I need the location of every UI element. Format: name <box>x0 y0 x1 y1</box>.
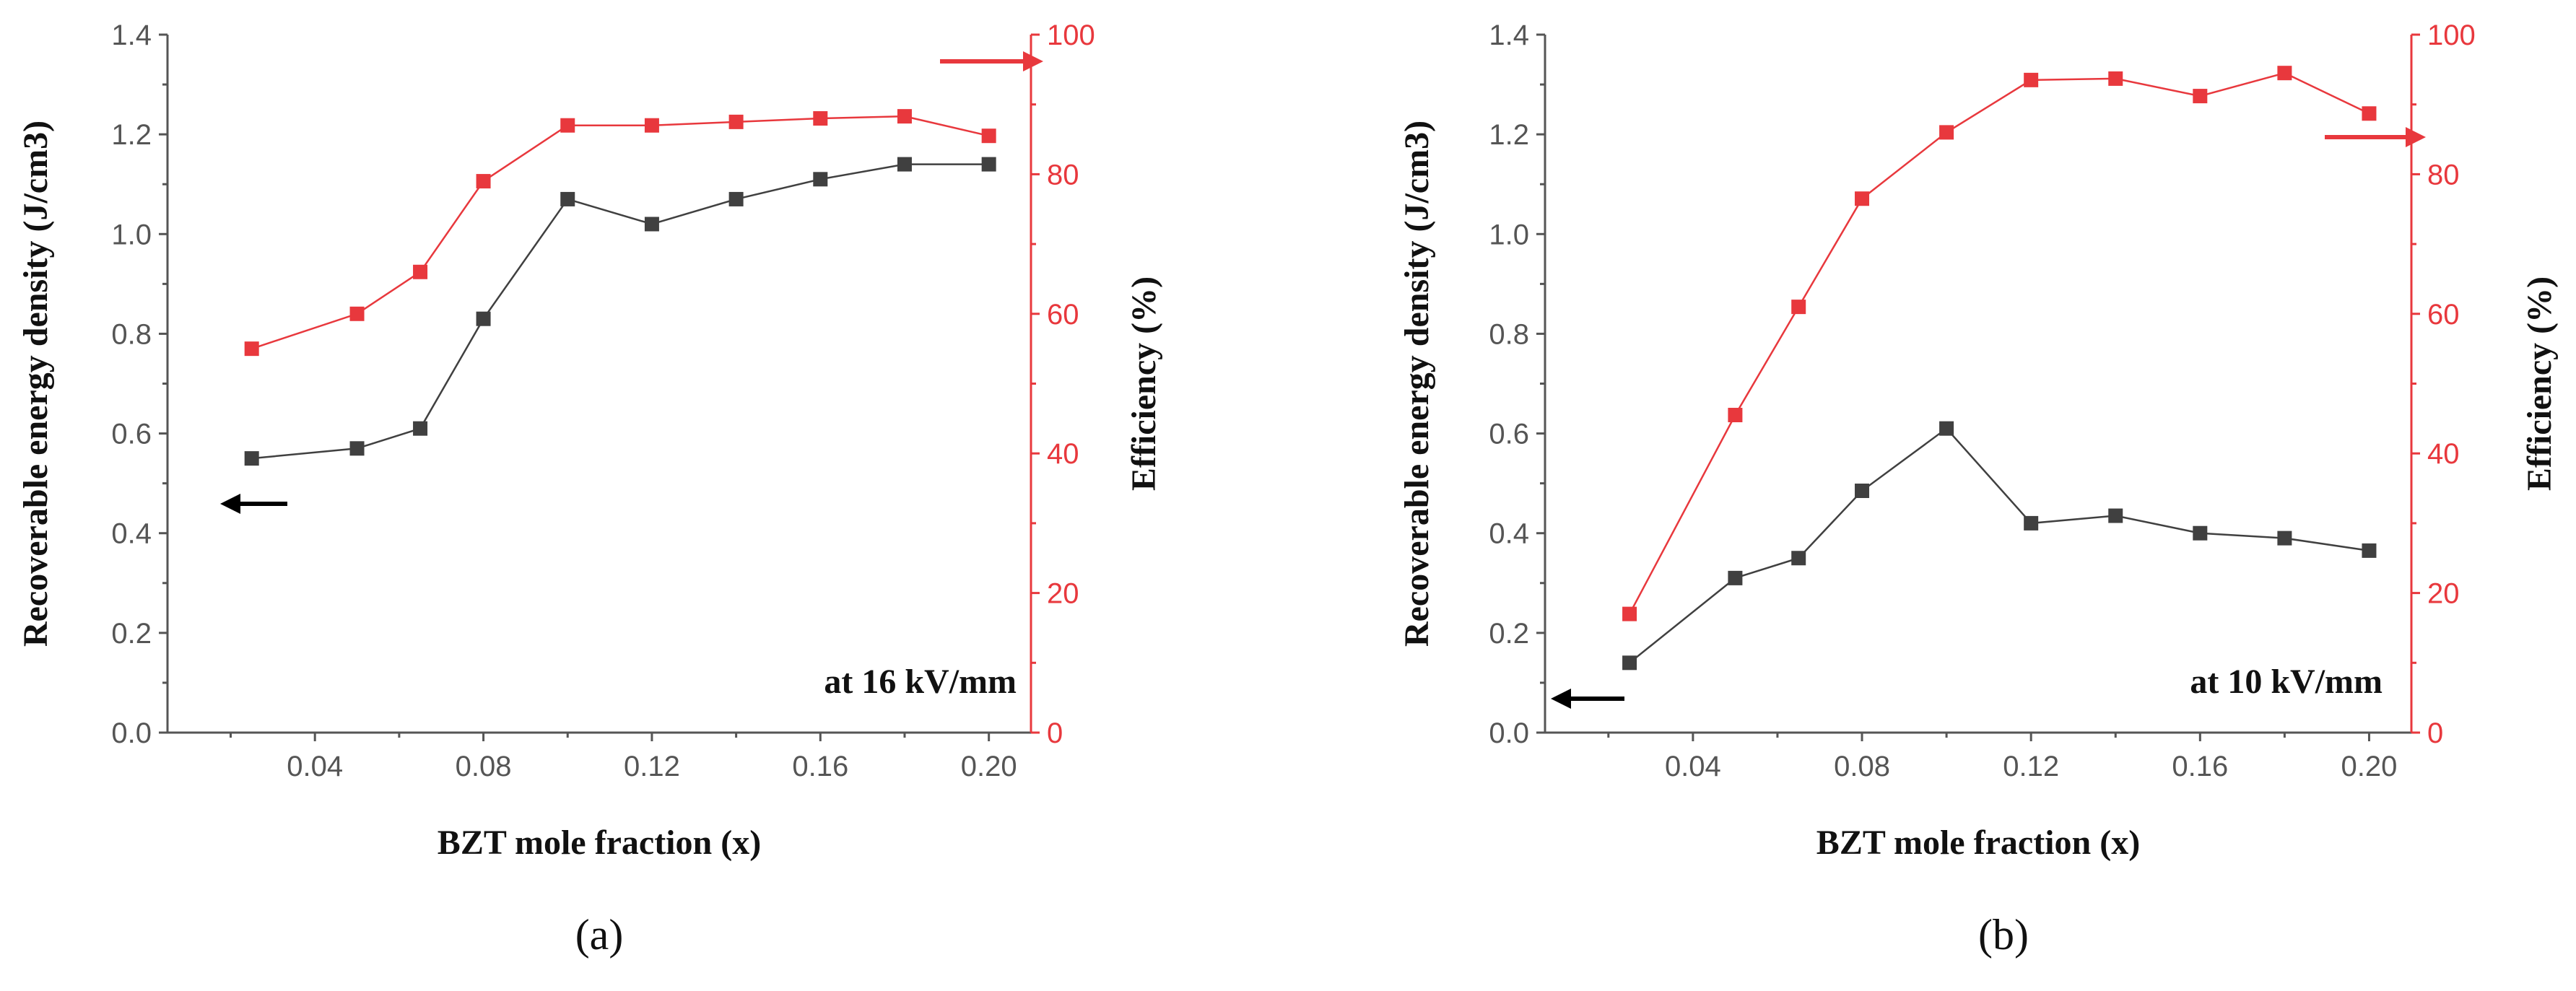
efficiency-point <box>1791 300 1806 315</box>
x-axis-label: BZT mole fraction (x) <box>1816 824 2140 862</box>
energy-density-point <box>2362 543 2377 558</box>
energy-density-point <box>1939 421 1954 436</box>
y2-tick-label: 0 <box>2427 717 2443 749</box>
energy-density-point <box>2108 508 2123 523</box>
y-tick-label: 0.4 <box>1489 518 1529 550</box>
x-tick-label: 0.16 <box>2172 751 2228 782</box>
energy-density-point <box>1855 484 1870 499</box>
y2-tick-label: 60 <box>1047 299 1079 331</box>
y2-tick-label: 100 <box>2427 19 2476 51</box>
x-tick-label: 0.12 <box>624 751 680 782</box>
energy-density-point <box>476 311 491 326</box>
y2-tick-label: 20 <box>1047 578 1079 610</box>
efficiency-point <box>897 109 912 124</box>
energy-density-point <box>897 157 912 172</box>
right-axis-arrow-head <box>2406 127 2426 147</box>
efficiency-point <box>2024 72 2039 87</box>
y-tick-label: 1.2 <box>111 119 152 151</box>
efficiency-point <box>413 264 428 279</box>
y2-tick-label: 40 <box>2427 438 2460 470</box>
y-tick-label: 1.4 <box>111 19 152 51</box>
x-tick-label: 0.16 <box>792 751 848 782</box>
energy-density-point <box>560 191 575 206</box>
energy-density-point <box>1622 655 1637 671</box>
energy-density-point <box>981 157 996 172</box>
y-tick-label: 0.0 <box>111 717 152 749</box>
left-axis-arrow-head <box>1551 689 1571 709</box>
y2-tick-label: 80 <box>1047 159 1079 191</box>
y-tick-label: 0.2 <box>111 618 152 650</box>
efficiency-point <box>1728 408 1743 423</box>
y2-tick-label: 20 <box>2427 578 2460 610</box>
y-tick-label: 1.2 <box>1489 119 1529 151</box>
efficiency-line <box>251 115 989 350</box>
efficiency-point <box>1622 606 1637 621</box>
panel-b: 0.0 0.2 0.4 0.6 0.8 1.0 1.2 1.4 0 20 40 60 80 100 0.04… <box>1398 19 2559 959</box>
energy-density-line <box>251 163 989 460</box>
energy-density-point <box>1791 551 1806 566</box>
efficiency-point <box>981 128 996 144</box>
y2-tick-label: 40 <box>1047 438 1079 470</box>
efficiency-point <box>1855 191 1870 206</box>
x-tick-label: 0.04 <box>1665 751 1721 782</box>
y-axis-label: Recoverable energy density (J/cm3) <box>17 121 55 647</box>
efficiency-line <box>1628 71 2370 615</box>
efficiency-point <box>2277 66 2292 81</box>
y-tick-label: 0.4 <box>111 518 152 550</box>
y2-tick-label: 0 <box>1047 717 1063 749</box>
y-tick-label: 1.0 <box>1489 219 1529 250</box>
efficiency-point <box>813 111 828 126</box>
left-axis-arrow-head <box>220 494 240 514</box>
y-tick-label: 0.8 <box>111 318 152 350</box>
panel-a: 0.0 0.2 0.4 0.6 0.8 1.0 1.2 1.4 0 20 40 60 80 100 0.04… <box>17 19 1163 959</box>
energy-density-point <box>2277 531 2292 546</box>
energy-density-point <box>2024 515 2039 531</box>
energy-density-point <box>813 172 828 187</box>
field-annotation: at 10 kV/mm <box>2190 663 2383 701</box>
efficiency-point <box>728 114 744 129</box>
y-tick-label: 0.8 <box>1489 318 1529 350</box>
efficiency-point <box>2108 71 2123 86</box>
x-tick-label: 0.12 <box>2003 751 2059 782</box>
energy-density-point <box>244 451 259 466</box>
efficiency-point <box>349 306 365 321</box>
y-tick-label: 0.0 <box>1489 717 1529 749</box>
x-tick-label: 0.20 <box>2341 751 2398 782</box>
energy-density-point <box>349 441 365 456</box>
panel-caption: (a) <box>575 911 624 959</box>
y2-axis-label: Efficiency (%) <box>2520 276 2559 491</box>
energy-density-point <box>413 421 428 436</box>
efficiency-point <box>1939 125 1954 140</box>
x-tick-label: 0.08 <box>456 751 512 782</box>
efficiency-point <box>2362 106 2377 121</box>
efficiency-point <box>476 174 491 189</box>
x-tick-label: 0.04 <box>287 751 343 782</box>
y2-tick-label: 100 <box>1047 19 1095 51</box>
energy-density-point <box>644 217 659 232</box>
panel-caption: (b) <box>1978 911 2029 959</box>
efficiency-point <box>560 118 575 133</box>
energy-density-point <box>2193 525 2208 541</box>
y2-axis-label: Efficiency (%) <box>1125 276 1163 491</box>
y2-tick-label: 60 <box>2427 299 2460 331</box>
right-axis-arrow-head <box>1023 51 1043 71</box>
x-tick-label: 0.20 <box>961 751 1017 782</box>
y-tick-label: 1.0 <box>111 219 152 250</box>
y2-tick-label: 80 <box>2427 159 2460 191</box>
y-axis-label: Recoverable energy density (J/cm3) <box>1398 121 1436 647</box>
y-tick-label: 0.6 <box>111 419 152 450</box>
field-annotation: at 16 kV/mm <box>824 663 1017 701</box>
y-tick-label: 0.6 <box>1489 419 1529 450</box>
y-tick-label: 0.2 <box>1489 618 1529 650</box>
energy-density-point <box>1728 570 1743 585</box>
energy-density-line <box>1629 427 2370 664</box>
x-tick-label: 0.08 <box>1834 751 1890 782</box>
y-tick-label: 1.4 <box>1489 19 1529 51</box>
efficiency-point <box>644 118 659 133</box>
x-axis-label: BZT mole fraction (x) <box>438 824 761 862</box>
efficiency-point <box>244 341 259 357</box>
efficiency-point <box>2193 89 2208 104</box>
energy-density-point <box>728 191 744 206</box>
